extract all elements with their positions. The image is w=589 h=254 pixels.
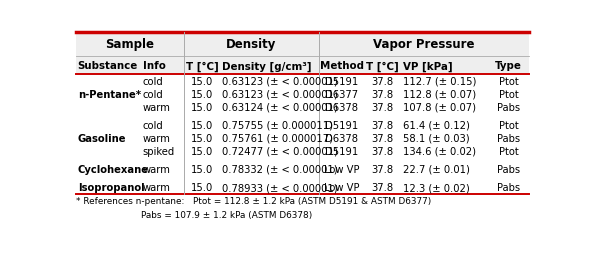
Text: 37.8: 37.8 — [372, 102, 393, 112]
Text: Sample: Sample — [105, 38, 154, 51]
Text: Density: Density — [226, 38, 276, 51]
Text: 0.78332 (± < 0.00001): 0.78332 (± < 0.00001) — [223, 164, 338, 174]
Text: 15.0: 15.0 — [191, 133, 213, 143]
Text: D5191: D5191 — [325, 76, 358, 87]
Text: 37.8: 37.8 — [372, 76, 393, 87]
Text: cold: cold — [143, 89, 164, 99]
Text: warm: warm — [143, 102, 171, 112]
Text: 0.63123 (± < 0.00001): 0.63123 (± < 0.00001) — [223, 89, 338, 99]
Text: 37.8: 37.8 — [372, 164, 393, 174]
Text: 0.72477 (± < 0.00001): 0.72477 (± < 0.00001) — [223, 146, 338, 156]
Text: 134.6 (± 0.02): 134.6 (± 0.02) — [403, 146, 476, 156]
Text: 15.0: 15.0 — [191, 89, 213, 99]
Text: warm: warm — [143, 133, 171, 143]
Text: cold: cold — [143, 120, 164, 130]
Text: Info: Info — [143, 61, 166, 71]
Text: Low VP: Low VP — [324, 164, 359, 174]
Text: warm: warm — [143, 164, 171, 174]
Text: Pabs: Pabs — [497, 133, 520, 143]
Text: Ptot: Ptot — [499, 146, 518, 156]
Text: Ptot: Ptot — [499, 120, 518, 130]
Text: Gasoline: Gasoline — [78, 133, 126, 143]
Text: Ptot: Ptot — [499, 89, 518, 99]
Text: 37.8: 37.8 — [372, 133, 393, 143]
Text: 22.7 (± 0.01): 22.7 (± 0.01) — [403, 164, 470, 174]
Text: 15.0: 15.0 — [191, 76, 213, 87]
Text: cold: cold — [143, 76, 164, 87]
Text: Method: Method — [319, 61, 363, 71]
Text: 15.0: 15.0 — [191, 102, 213, 112]
Text: 37.8: 37.8 — [372, 89, 393, 99]
Text: T [°C]: T [°C] — [366, 61, 399, 71]
Text: Cyclohexane: Cyclohexane — [78, 164, 149, 174]
Text: 12.3 (± 0.02): 12.3 (± 0.02) — [403, 182, 470, 192]
Text: Pabs: Pabs — [497, 164, 520, 174]
Text: 0.63123 (± < 0.00001): 0.63123 (± < 0.00001) — [223, 76, 338, 87]
Text: D6378: D6378 — [325, 133, 358, 143]
Bar — [76, 57, 529, 75]
Text: * References n-pentane:   Ptot = 112.8 ± 1.2 kPa (ASTM D5191 & ASTM D6377): * References n-pentane: Ptot = 112.8 ± 1… — [76, 196, 431, 205]
Text: 0.75755 (± 0.000011): 0.75755 (± 0.000011) — [223, 120, 333, 130]
Text: 58.1 (± 0.03): 58.1 (± 0.03) — [403, 133, 469, 143]
Text: D5191: D5191 — [325, 146, 358, 156]
Text: 15.0: 15.0 — [191, 164, 213, 174]
Text: 0.75761 (± 0.000017): 0.75761 (± 0.000017) — [223, 133, 333, 143]
Text: 15.0: 15.0 — [191, 146, 213, 156]
Text: Vapor Pressure: Vapor Pressure — [373, 38, 475, 51]
Text: warm: warm — [143, 182, 171, 192]
Text: 112.7 (± 0.15): 112.7 (± 0.15) — [403, 76, 477, 87]
Text: D6377: D6377 — [325, 89, 358, 99]
Text: spiked: spiked — [143, 146, 175, 156]
Text: 37.8: 37.8 — [372, 146, 393, 156]
Text: 107.8 (± 0.07): 107.8 (± 0.07) — [403, 102, 476, 112]
Text: 37.8: 37.8 — [372, 120, 393, 130]
Text: 61.4 (± 0.12): 61.4 (± 0.12) — [403, 120, 470, 130]
Text: 37.8: 37.8 — [372, 182, 393, 192]
Text: Type: Type — [495, 61, 522, 71]
Text: T [°C]: T [°C] — [186, 61, 219, 71]
Text: Ptot: Ptot — [499, 76, 518, 87]
Text: D5191: D5191 — [325, 120, 358, 130]
Text: Pabs: Pabs — [497, 182, 520, 192]
Text: 0.63124 (± < 0.00001): 0.63124 (± < 0.00001) — [223, 102, 338, 112]
Text: D6378: D6378 — [325, 102, 358, 112]
Text: n-Pentane*: n-Pentane* — [78, 89, 141, 99]
Text: Pabs: Pabs — [497, 102, 520, 112]
Text: Pabs = 107.9 ± 1.2 kPa (ASTM D6378): Pabs = 107.9 ± 1.2 kPa (ASTM D6378) — [141, 211, 312, 219]
Text: Density [g/cm³]: Density [g/cm³] — [223, 61, 312, 71]
Text: VP [kPa]: VP [kPa] — [403, 61, 452, 71]
Text: Substance: Substance — [78, 61, 138, 71]
Text: 15.0: 15.0 — [191, 182, 213, 192]
Text: 112.8 (± 0.07): 112.8 (± 0.07) — [403, 89, 476, 99]
Text: Low VP: Low VP — [324, 182, 359, 192]
Text: Isopropanol: Isopropanol — [78, 182, 144, 192]
Text: 0.78933 (± < 0.00001): 0.78933 (± < 0.00001) — [223, 182, 338, 192]
Text: 15.0: 15.0 — [191, 120, 213, 130]
